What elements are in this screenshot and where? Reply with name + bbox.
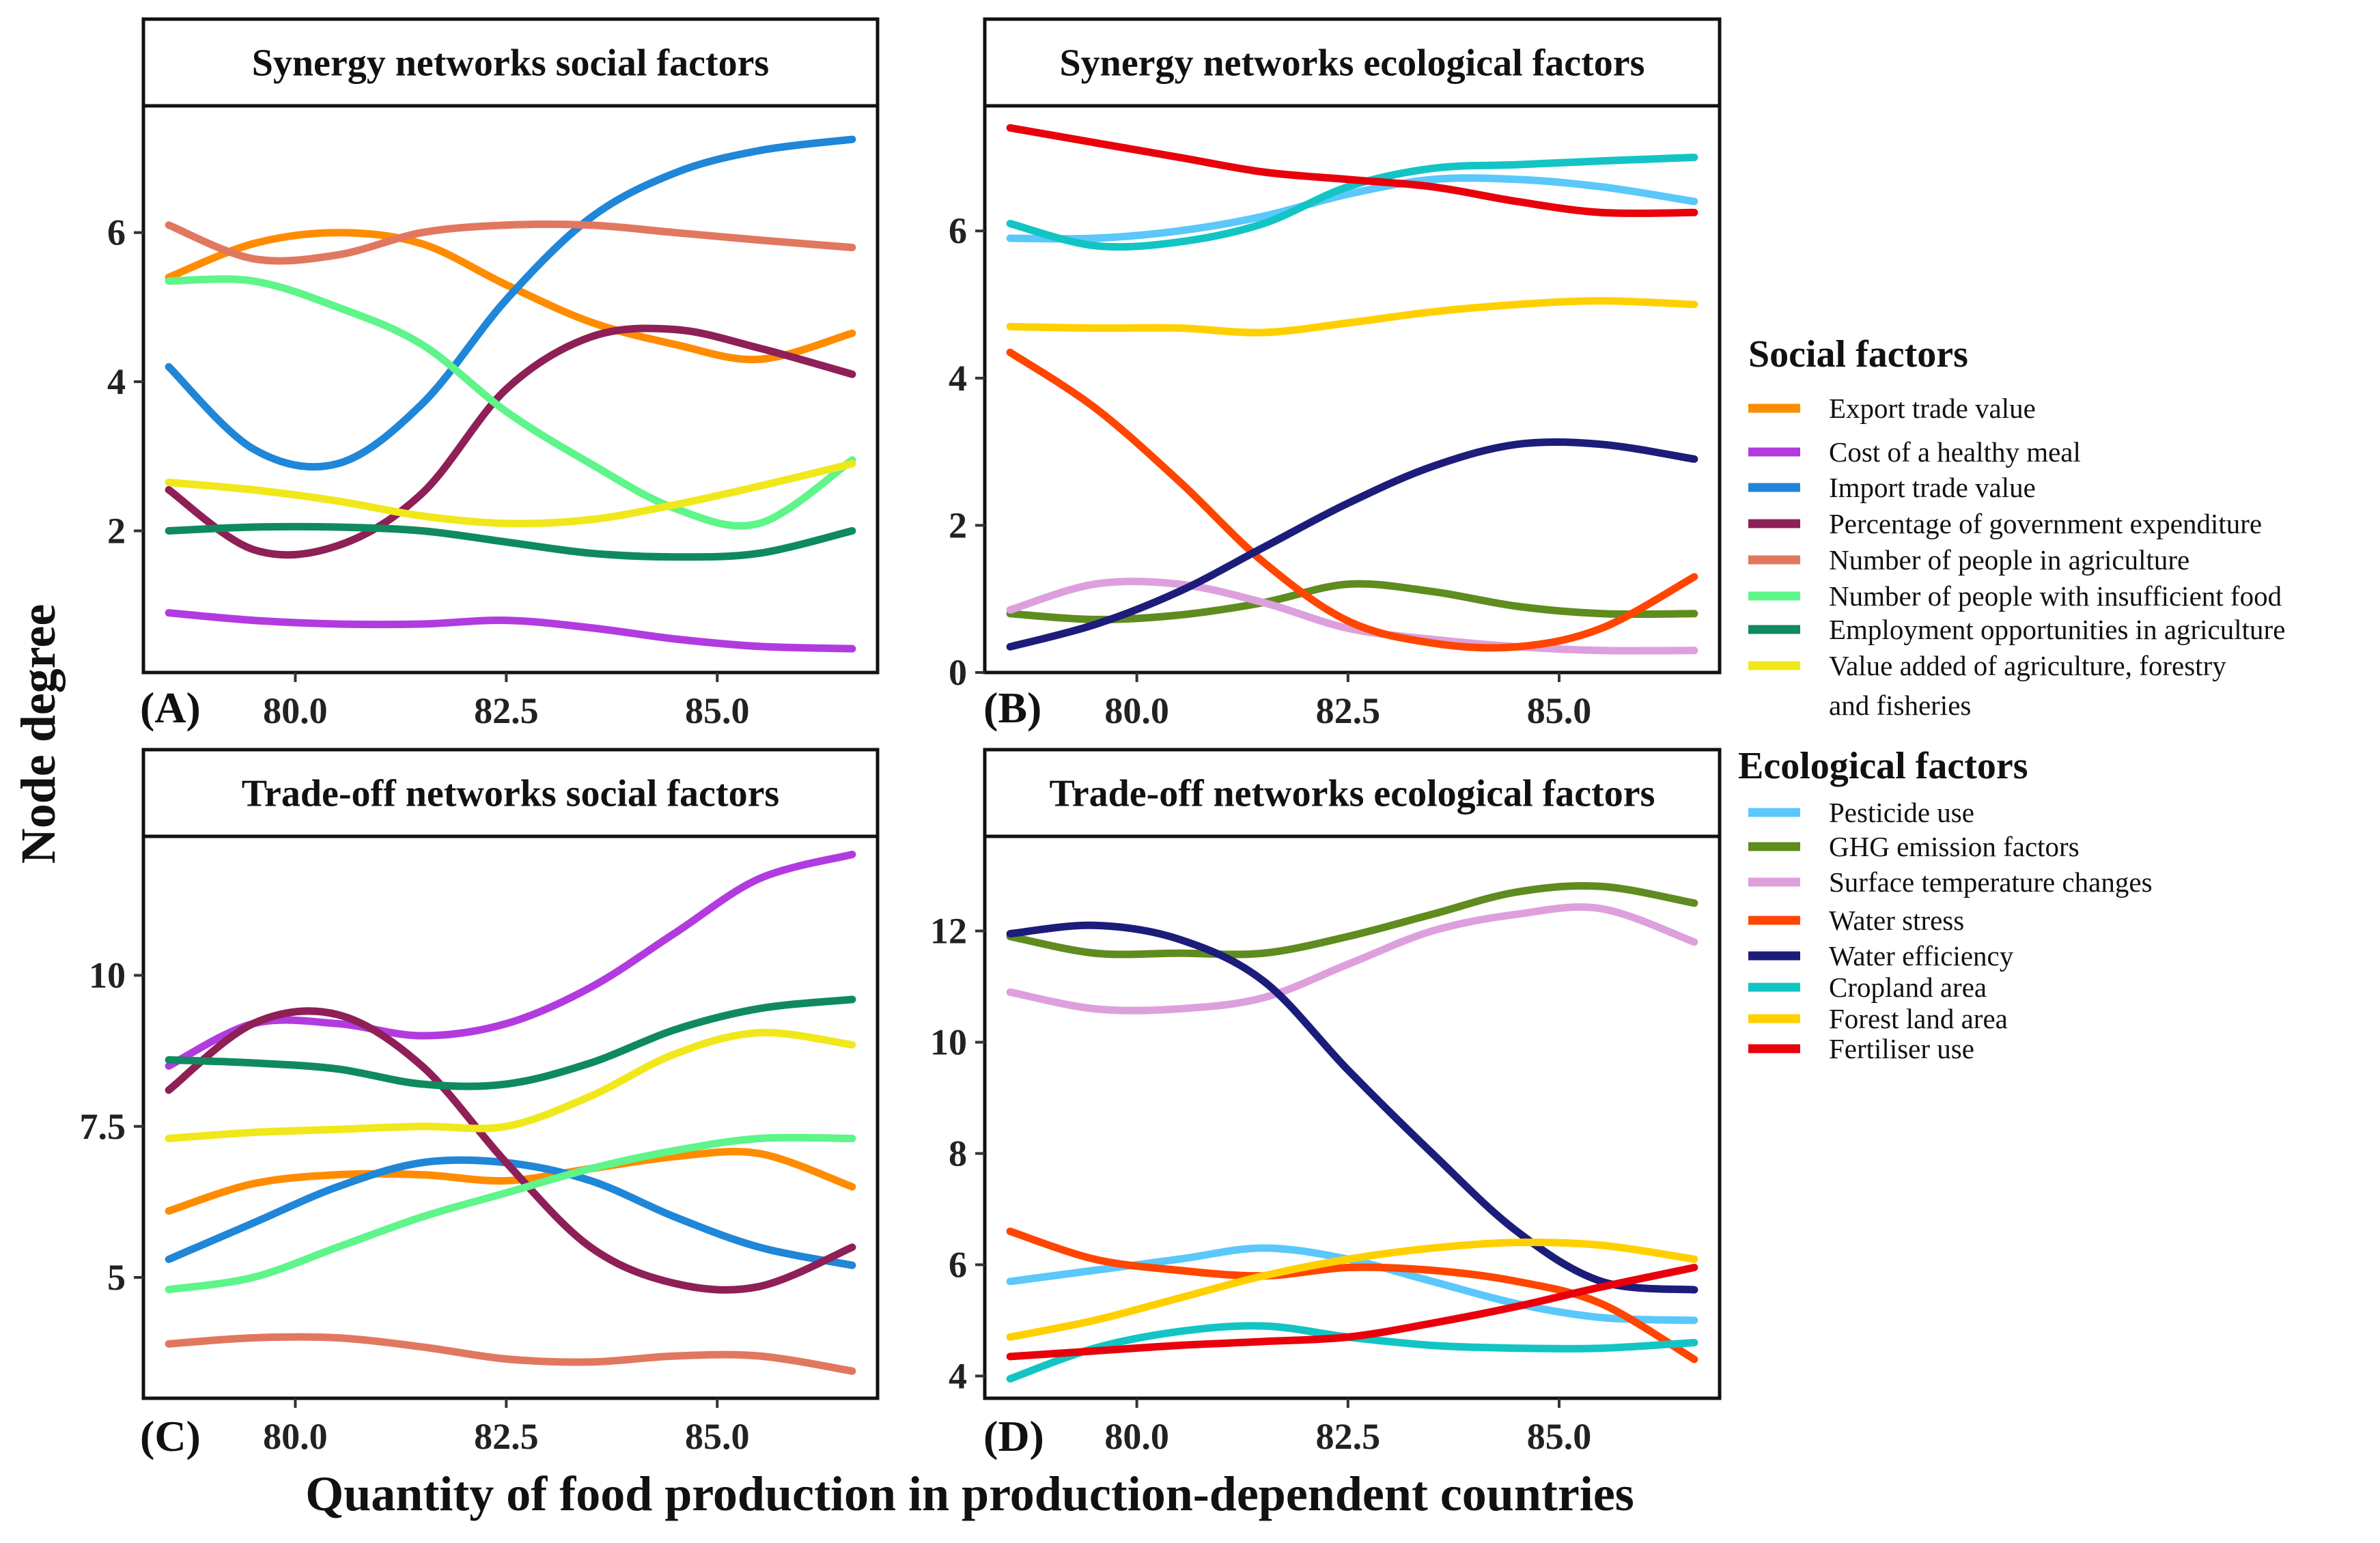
legend-ecological-title: Ecological factors <box>1738 745 2028 787</box>
legend-label: GHG emission factors <box>1829 831 2080 862</box>
y-axis-label: Node degree <box>11 604 66 864</box>
y-tick-label: 10 <box>930 1021 967 1062</box>
series-line <box>1006 881 1698 959</box>
y-tick-label: 7.5 <box>80 1106 126 1147</box>
y-tick-label: 6 <box>107 212 126 253</box>
x-tick-label: 85.0 <box>685 1416 750 1457</box>
legend-label: Percentage of government expenditure <box>1829 508 2262 539</box>
panel-title: Trade-off networks ecological factors <box>1050 773 1655 815</box>
series-line <box>1006 1238 1698 1341</box>
series-line <box>1006 154 1698 251</box>
y-tick-label: 5 <box>107 1257 126 1298</box>
y-tick-label: 4 <box>949 1355 967 1396</box>
legend-label: Value added of agriculture, forestry <box>1829 650 2226 681</box>
series-line <box>165 275 856 530</box>
series-line <box>165 324 856 559</box>
series-line <box>165 135 856 471</box>
series-line <box>1006 1264 1698 1361</box>
series-line <box>165 1333 856 1375</box>
x-tick-label: 85.0 <box>1527 690 1592 731</box>
series-line <box>165 1028 856 1142</box>
plot-frame <box>141 834 880 1400</box>
series-line <box>1006 903 1698 1015</box>
x-tick-label: 85.0 <box>1527 1416 1592 1457</box>
legend-label: and fisheries <box>1829 690 1971 721</box>
plot-frame <box>983 104 1722 675</box>
y-tick-label: 0 <box>949 652 967 693</box>
x-tick-label: 85.0 <box>685 690 750 731</box>
series-line <box>1006 174 1698 243</box>
x-tick-label: 80.0 <box>263 1416 328 1457</box>
series-line <box>1006 124 1698 217</box>
legend-social-title: Social factors <box>1748 333 1968 376</box>
panel-label: (B) <box>983 683 1041 732</box>
x-tick-label: 82.5 <box>474 1416 539 1457</box>
series-line <box>165 851 856 1070</box>
panel-title-box <box>141 748 880 838</box>
legend-label: Import trade value <box>1829 472 2036 503</box>
series-line <box>1006 348 1698 652</box>
y-tick-label: 2 <box>107 511 126 552</box>
series-line <box>165 229 856 364</box>
series-line <box>165 522 856 561</box>
series-line <box>165 609 856 653</box>
x-tick-label: 82.5 <box>1316 1416 1381 1457</box>
legend-label: Pesticide use <box>1829 797 1974 828</box>
y-tick-label: 12 <box>930 911 967 952</box>
legend-label: Number of people in agriculture <box>1829 544 2189 576</box>
legend-label: Fertiliser use <box>1829 1033 1974 1064</box>
panel-title: Trade-off networks social factors <box>242 773 779 815</box>
y-tick-label: 6 <box>949 1244 967 1285</box>
series-line <box>1006 578 1698 655</box>
series-line <box>165 1133 856 1294</box>
y-tick-label: 10 <box>89 955 126 996</box>
panel-label: (C) <box>140 1412 201 1460</box>
panel-title-box <box>141 17 880 108</box>
legend-label: Cropland area <box>1829 972 1987 1003</box>
panel-title: Synergy networks ecological factors <box>1060 42 1645 85</box>
series-line <box>165 1148 856 1215</box>
series-line <box>165 220 856 265</box>
plot-frame <box>141 104 880 675</box>
x-tick-label: 82.5 <box>1316 690 1381 731</box>
y-tick-label: 4 <box>107 361 126 402</box>
x-axis-label: Quantity of food production in productio… <box>305 1467 1634 1521</box>
x-tick-label: 80.0 <box>1104 1416 1169 1457</box>
legend-label: Export trade value <box>1829 393 2036 424</box>
panel-title: Synergy networks social factors <box>252 42 769 85</box>
series-line <box>165 995 856 1090</box>
legend-label: Water efficiency <box>1829 940 2014 972</box>
x-tick-label: 80.0 <box>1104 690 1169 731</box>
series-line <box>165 1007 856 1294</box>
legend-label: Employment opportunities in agriculture <box>1829 614 2285 645</box>
series-line <box>1006 580 1698 623</box>
panel-title-box <box>983 748 1722 838</box>
x-tick-label: 82.5 <box>474 690 539 731</box>
legend-label: Surface temperature changes <box>1829 866 2153 898</box>
legend-label: Number of people with insufficient food <box>1829 580 2282 612</box>
x-tick-label: 80.0 <box>263 690 328 731</box>
y-tick-label: 4 <box>949 358 967 399</box>
series-line <box>1006 1228 1698 1363</box>
y-tick-label: 6 <box>949 210 967 251</box>
series-line <box>1006 297 1698 337</box>
panel-label: (A) <box>140 683 201 732</box>
series-line <box>165 1156 856 1269</box>
y-tick-label: 8 <box>949 1133 967 1174</box>
legend-label: Water stress <box>1829 905 1964 936</box>
panel-label: (D) <box>983 1412 1044 1460</box>
legend-label: Cost of a healthy meal <box>1829 436 2081 468</box>
series-line <box>1006 921 1698 1294</box>
plot-frame <box>983 834 1722 1400</box>
series-line <box>1006 438 1698 651</box>
legend-label: Forest land area <box>1829 1003 2008 1034</box>
series-line <box>165 459 856 528</box>
y-tick-label: 2 <box>949 505 967 546</box>
